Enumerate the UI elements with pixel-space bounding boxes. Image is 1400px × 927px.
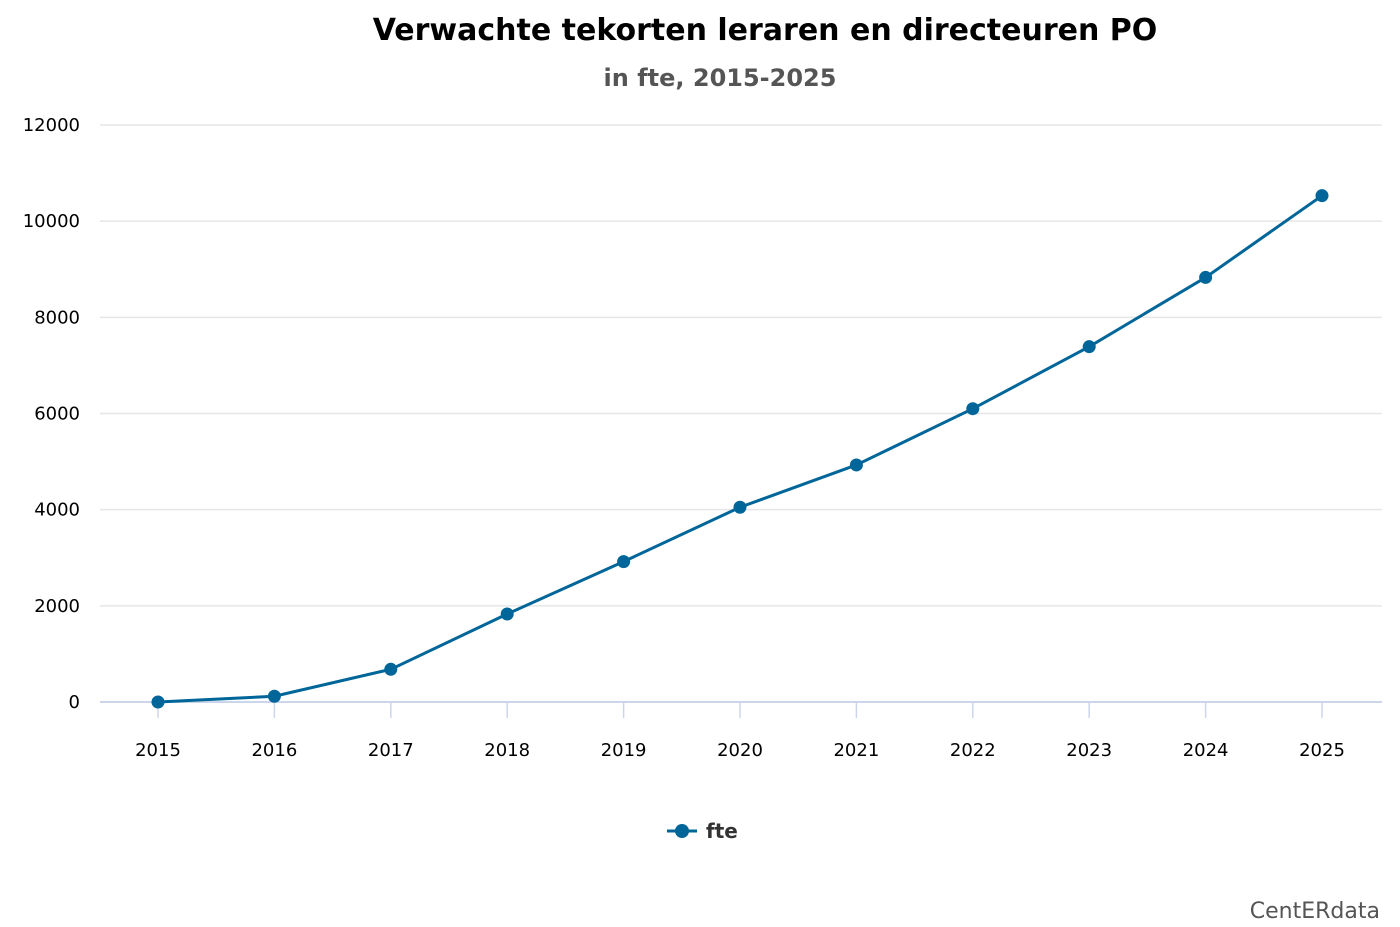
x-tick-label: 2018 (484, 740, 530, 761)
data-point-marker[interactable] (849, 458, 863, 472)
x-tick-label: 2025 (1299, 740, 1345, 761)
y-tick-label: 4000 (34, 500, 80, 521)
chart-subtitle: in fte, 2015-2025 (604, 64, 837, 92)
y-tick-label: 8000 (34, 307, 80, 328)
data-point-marker[interactable] (500, 607, 514, 621)
x-tick-label: 2017 (368, 740, 414, 761)
y-tick-label: 12000 (23, 115, 80, 136)
legend[interactable]: fte (667, 819, 738, 843)
y-tick-label: 0 (69, 692, 80, 713)
series-fte[interactable] (151, 189, 1329, 709)
y-tick-label: 2000 (34, 596, 80, 617)
y-axis: 0 2000 4000 6000 8000 10000 12000 (23, 115, 80, 713)
chart-title: Verwachte tekorten leraren en directeure… (373, 13, 1158, 48)
x-tick-label: 2022 (950, 740, 996, 761)
legend-item-fte[interactable]: fte (706, 819, 738, 843)
data-point-marker[interactable] (966, 402, 980, 416)
data-point-marker[interactable] (384, 662, 398, 676)
series-line (156, 194, 1324, 704)
credits-link[interactable]: CentERdata (1250, 899, 1380, 924)
x-tick-label: 2020 (717, 740, 763, 761)
x-tick-label: 2016 (251, 740, 297, 761)
gridlines (100, 124, 1382, 607)
x-axis: 2015 2016 2017 2018 2019 2020 2021 2022 2023 2024… (100, 701, 1382, 761)
data-point-marker[interactable] (267, 689, 281, 703)
x-tick-label: 2023 (1066, 740, 1112, 761)
x-tick-label: 2021 (833, 740, 879, 761)
y-tick-label: 6000 (34, 404, 80, 425)
x-tick-label: 2015 (135, 740, 181, 761)
data-point-marker[interactable] (1199, 270, 1213, 284)
data-point-marker[interactable] (733, 500, 747, 514)
x-tick-label: 2024 (1183, 740, 1229, 761)
x-tick-label: 2019 (601, 740, 647, 761)
data-point-marker[interactable] (617, 555, 631, 569)
data-point-marker[interactable] (1082, 340, 1096, 354)
y-tick-label: 10000 (23, 211, 80, 232)
legend-marker-icon (675, 824, 689, 838)
data-point-marker[interactable] (151, 695, 165, 709)
data-point-marker[interactable] (1315, 189, 1329, 203)
